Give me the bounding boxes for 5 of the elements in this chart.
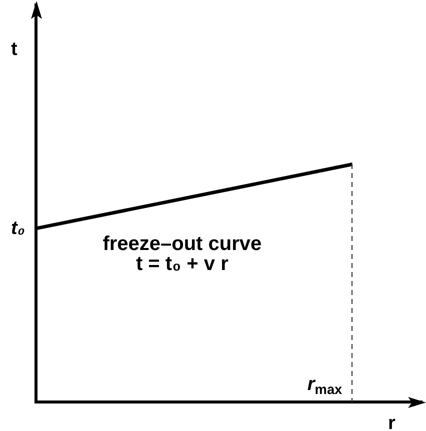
x-axis-title: r	[388, 413, 396, 431]
annotation: r$_{max}$	[307, 374, 342, 397]
annotation: freeze–out curve t = t₀ + v r	[102, 233, 262, 276]
text: t₀	[11, 218, 25, 239]
text: t	[11, 39, 18, 60]
